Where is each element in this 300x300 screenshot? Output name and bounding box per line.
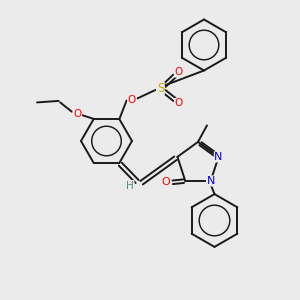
Text: O: O — [174, 67, 183, 77]
Text: N: N — [214, 152, 223, 162]
Text: O: O — [73, 109, 81, 118]
Text: N: N — [206, 176, 215, 186]
Text: H: H — [126, 181, 134, 190]
Text: O: O — [174, 98, 183, 109]
Text: S: S — [157, 82, 164, 95]
Text: O: O — [161, 178, 170, 188]
Text: O: O — [128, 94, 136, 105]
